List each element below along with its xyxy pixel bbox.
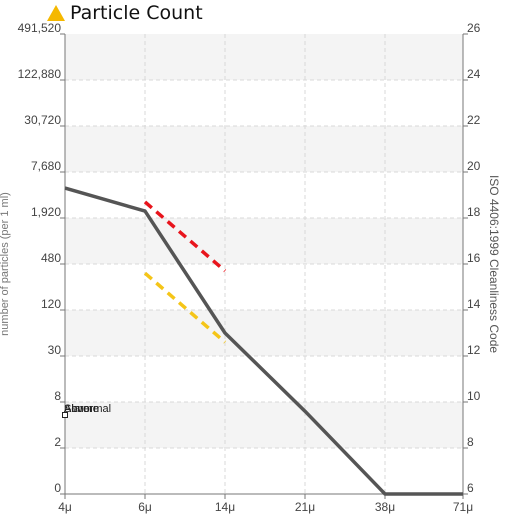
y-right-tick-label: 22 [467,113,481,127]
y-right-tick-label: 8 [467,435,474,449]
warning-limit-line [143,271,227,344]
grid-band [65,34,463,80]
x-tick-label: 6μ [138,500,152,514]
y-left-tick-label: 30,720 [24,113,61,127]
y-right-tick-label: 10 [467,389,481,403]
particle-count-line [64,186,463,496]
legend-label: Abnormal [64,403,111,415]
y-left-tick-label: 0 [54,481,61,495]
grid-band [65,402,463,448]
y-left-tick-label: 8 [54,389,61,403]
y-left-tick-label: 120 [41,297,61,311]
x-tick-label: 71μ [453,500,473,514]
data-series [64,186,464,496]
y-right-axis-title: ISO 4406:1999 Cleanliness Code [487,175,501,353]
y-right-tick-label: 24 [467,67,481,81]
y-left-tick-label: 30 [48,343,62,357]
tick-labels: 0 6 2 8 8 10 30 12 120 14 480 16 1,920 18 7,680 20 30,72… [0,21,501,514]
y-left-tick-label: 2 [54,435,61,449]
grid-band [65,126,463,172]
grid-lines [65,34,463,494]
alarm-limit-line [143,200,227,273]
x-tick-label: 21μ [295,500,315,514]
plot-bands [65,34,463,448]
y-right-tick-label: 20 [467,159,481,173]
legend-label: Alarm [64,403,93,415]
grid-band [65,310,463,356]
x-tick-label: 38μ [375,500,395,514]
y-left-tick-label: 7,680 [31,159,61,173]
y-right-tick-label: 18 [467,205,481,219]
chart-title-text: Particle Count [70,2,203,24]
legend-label: Severe [64,403,99,415]
y-right-tick-label: 26 [467,21,481,35]
y-left-tick-label: 480 [41,251,61,265]
x-tick-label: 14μ [215,500,235,514]
y-right-tick-label: 6 [467,481,474,495]
y-left-tick-label: 491,520 [18,21,62,35]
y-right-tick-label: 12 [467,343,481,357]
legend-marker [62,412,68,418]
y-right-tick-label: 16 [467,251,481,265]
x-tick-label: 4μ [58,500,72,514]
y-right-tick-label: 14 [467,297,481,311]
y-left-axis-title: number of particles (per 1 ml) [0,192,11,336]
y-left-tick-label: 122,880 [18,67,62,81]
warning-triangle-icon [47,5,65,21]
y-left-tick-label: 1,920 [31,205,61,219]
grid-band [65,218,463,264]
chart-title: Particle Count [46,1,203,25]
